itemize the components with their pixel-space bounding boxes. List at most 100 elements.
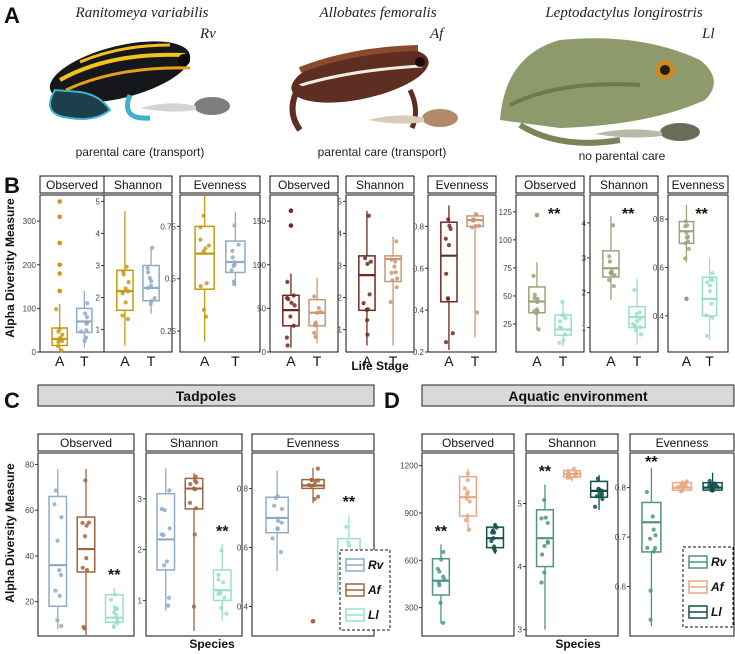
- data-point: [441, 549, 446, 555]
- data-point: [686, 246, 692, 251]
- box-a: [602, 250, 620, 278]
- box-rv: [156, 492, 176, 571]
- y-tick-label: 0.25: [160, 327, 176, 336]
- subplot-b-ll-shannon: Shannon 1 2 3 4 A T **: [582, 175, 659, 369]
- data-point: [710, 277, 715, 283]
- data-point: [539, 580, 544, 585]
- y-tick-label: 3: [138, 495, 143, 504]
- y-tick-label: 1: [582, 324, 587, 333]
- data-point: [540, 552, 545, 557]
- data-point: [366, 213, 371, 218]
- box-t: [701, 276, 718, 317]
- data-point: [82, 311, 88, 316]
- box-t: [384, 255, 402, 283]
- y-tick-label: 4: [338, 229, 343, 238]
- x-category-label: A: [682, 353, 692, 369]
- data-point: [86, 520, 92, 525]
- facet-strip: [37, 433, 135, 452]
- data-point: [394, 239, 399, 244]
- data-point: [52, 502, 57, 507]
- legend-label-rv: Rv: [711, 555, 728, 569]
- data-point: [610, 223, 616, 228]
- y-tick-label: 300: [405, 604, 419, 613]
- box-a: [440, 221, 458, 303]
- data-point: [684, 235, 689, 240]
- data-point: [84, 328, 89, 333]
- data-point: [279, 506, 285, 512]
- data-point: [363, 255, 368, 261]
- x-category-label: A: [286, 353, 296, 369]
- data-point: [120, 313, 125, 318]
- box-af: [671, 481, 693, 491]
- data-point: [600, 496, 605, 502]
- panel-letter-b: B: [4, 173, 20, 198]
- data-point: [467, 499, 472, 504]
- y-tick-label: 2: [138, 546, 143, 555]
- data-point: [84, 314, 90, 320]
- data-point: [198, 237, 203, 242]
- panel-d-xlabel: Species: [555, 637, 601, 651]
- y-tick-label: 300: [23, 217, 37, 226]
- data-point: [80, 565, 85, 570]
- y-tick-label: 0.5: [165, 275, 177, 284]
- data-point: [489, 530, 495, 535]
- plot-frame: [421, 452, 515, 637]
- y-tick-label: 0.6: [615, 583, 627, 592]
- y-tick-label: 5: [96, 197, 101, 206]
- data-point: [638, 332, 644, 337]
- data-point: [532, 292, 537, 298]
- data-point: [114, 613, 119, 618]
- significance-label: **: [435, 524, 448, 541]
- facet-title: Evenness: [436, 178, 489, 192]
- data-point: [707, 483, 712, 488]
- data-point: [446, 243, 452, 248]
- legend-label-ll: Ll: [368, 608, 379, 622]
- y-tick-label: 3: [582, 254, 587, 263]
- data-point: [450, 331, 455, 336]
- y-tick-label: 900: [405, 509, 419, 518]
- data-point: [284, 295, 290, 301]
- x-category-label: T: [389, 353, 398, 369]
- y-tick-label: 50: [503, 292, 512, 301]
- y-tick-label: 3: [518, 626, 523, 635]
- data-point: [285, 343, 290, 348]
- subplot-b-rv-shannon: Shannon 1 2 3 4 5 A T: [96, 175, 173, 369]
- significance-label: **: [216, 524, 229, 541]
- data-point: [441, 620, 446, 626]
- frog-rv-illustration: [49, 41, 230, 121]
- data-point: [149, 279, 154, 284]
- y-tick-label: 50: [257, 304, 266, 313]
- data-point: [465, 477, 470, 483]
- significance-label: **: [343, 494, 356, 511]
- facet-title: Shannon: [600, 178, 648, 192]
- box-a: [51, 327, 69, 347]
- data-point: [55, 538, 60, 543]
- data-point: [446, 217, 451, 222]
- y-tick-label: 125: [499, 208, 513, 217]
- significance-label: **: [622, 206, 635, 223]
- data-point: [84, 567, 90, 573]
- significance-label: **: [539, 464, 552, 481]
- data-point: [230, 255, 235, 260]
- x-category-label: T: [559, 353, 568, 369]
- data-point: [147, 275, 152, 281]
- panel-b-ylabel: Alpha Diversity Measure: [3, 198, 17, 338]
- data-point: [203, 246, 208, 251]
- data-point: [57, 568, 62, 573]
- frog-ll-illustration: [500, 38, 714, 146]
- y-tick-label: 0.6: [237, 543, 249, 552]
- y-tick-label: 0.6: [653, 263, 665, 272]
- y-tick-label: 0.4: [237, 602, 249, 611]
- facet-strip: [667, 175, 729, 194]
- data-point: [609, 270, 614, 275]
- y-tick-label: 0.75: [160, 222, 176, 231]
- y-tick-label: 5: [338, 197, 343, 206]
- data-point: [222, 595, 227, 600]
- outlier-point: [57, 240, 62, 246]
- data-point: [560, 299, 565, 304]
- frog-af-illustration: [289, 45, 458, 132]
- data-point: [344, 524, 349, 529]
- y-tick-label: 1: [138, 596, 143, 605]
- x-category-label: A: [444, 353, 454, 369]
